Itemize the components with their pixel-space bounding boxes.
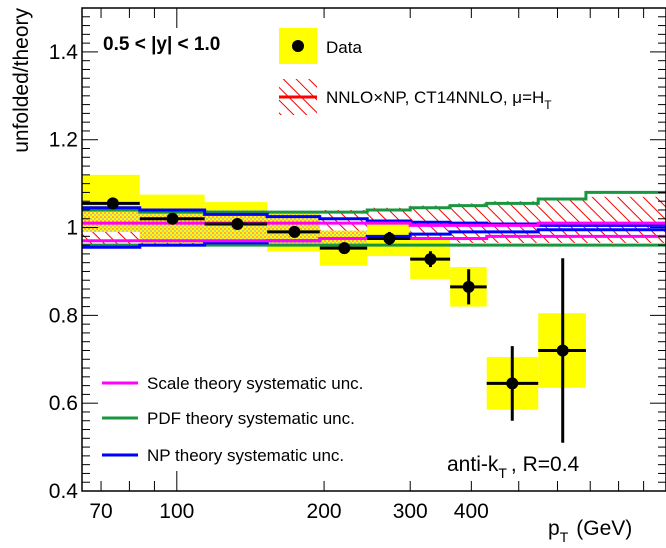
data-point [383, 232, 396, 245]
y-tick-label: 0.8 [49, 304, 78, 327]
rapidity-label: 0.5 < |y| < 1.0 [103, 34, 220, 55]
legend-data-marker [292, 40, 304, 52]
data-point [231, 218, 244, 231]
legend-theory-label-sub: T [544, 98, 552, 112]
x-tick-label: 300 [393, 500, 428, 523]
legend-scale-label: Scale theory systematic unc. [147, 374, 363, 393]
y-tick-label: 1.4 [49, 41, 79, 64]
y-tick-label: 1.2 [49, 129, 78, 152]
plot-area [82, 174, 666, 443]
data-point [506, 377, 519, 390]
legend-theory-label: NNLO×NP, CT14NNLO, μ=HT [326, 88, 552, 112]
data-point [288, 225, 301, 238]
x-tick-label: 200 [307, 500, 342, 523]
y-axis-title: unfolded/theory [10, 8, 33, 153]
x-tick-label: 100 [159, 500, 194, 523]
y-tick-label: 1 [66, 217, 78, 240]
algorithm-label: anti-kT, R=0.4 [447, 453, 580, 481]
plot-frame [81, 7, 666, 492]
x-axis-title: pT (GeV) [548, 517, 632, 545]
y-tick-label: 0.4 [49, 480, 79, 503]
legend-np-label: NP theory systematic unc. [147, 446, 344, 465]
legend-data-label: Data [326, 38, 362, 57]
y-tick-label: 0.6 [49, 392, 78, 415]
x-tick-label: 70 [89, 500, 112, 523]
data-point [106, 197, 119, 210]
x-tick-label: 400 [454, 500, 489, 523]
algorithm-label-rest: , R=0.4 [511, 453, 580, 476]
data-point [462, 280, 475, 293]
algorithm-label-main: anti-k [447, 453, 499, 476]
legend-theory-label-main: NNLO×NP, CT14NNLO, μ=H [326, 88, 544, 107]
legend: Data NNLO×NP, CT14NNLO, μ=HT Scale theory … [102, 28, 552, 465]
data-point [166, 212, 179, 225]
x-axis-title-unit: (GeV) [576, 517, 632, 540]
algorithm-label-sub: T [498, 465, 507, 481]
axes: 0.4 0.6 0.8 1 1.2 1.4 70 100 200 300 400 [49, 7, 666, 523]
legend-pdf-label: PDF theory systematic unc. [147, 409, 355, 428]
data-point [424, 253, 437, 266]
x-axis-title-main: p [548, 517, 560, 540]
x-axis-title-sub: T [560, 529, 569, 545]
data-point [556, 344, 569, 357]
data-point [338, 242, 351, 255]
